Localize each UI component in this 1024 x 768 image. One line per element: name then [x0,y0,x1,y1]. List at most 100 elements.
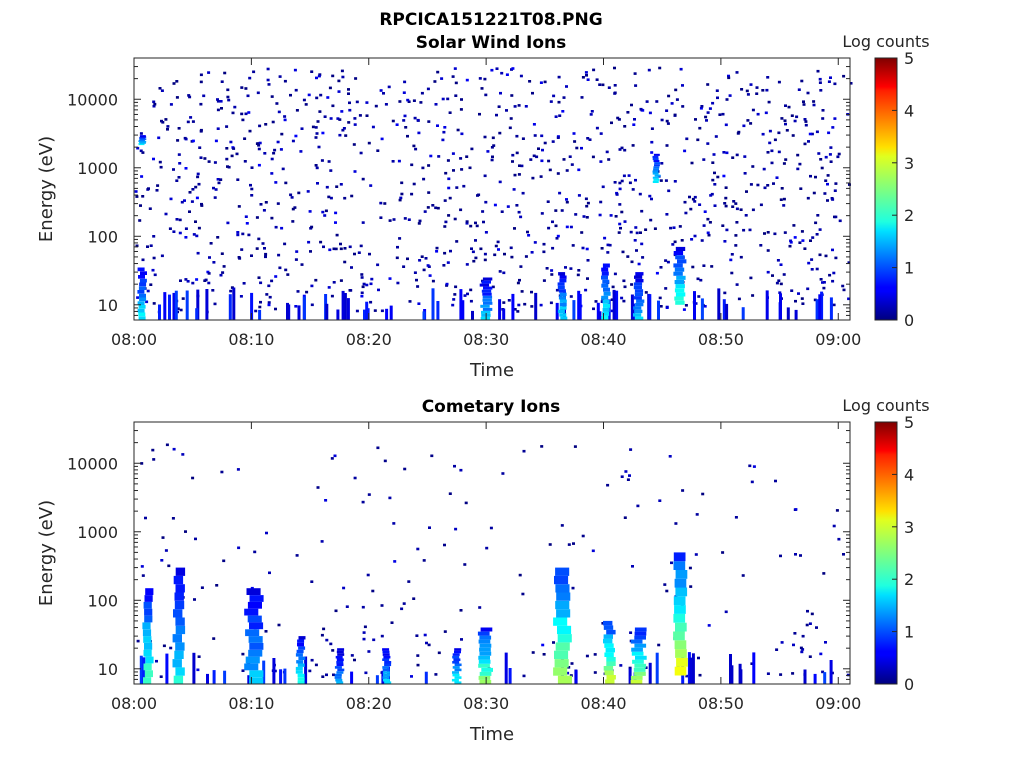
x-tick-label: 08:40 [580,694,626,713]
heatmap-cell [622,279,626,283]
heatmap-cell [635,302,644,307]
heatmap-cell [335,233,339,237]
heatmap-cell [498,180,502,184]
heatmap-cell [500,71,504,75]
heatmap-cell [483,174,487,178]
heatmap-cell [336,663,344,667]
heatmap-cell [151,268,155,272]
heatmap-cell [539,303,543,307]
heatmap-cell [847,261,851,264]
heatmap-cell [152,157,155,161]
heatmap-cell [165,653,169,684]
heatmap-cell [176,139,180,142]
heatmap-cell [474,239,477,242]
heatmap-cell [442,264,446,267]
heatmap-cell [824,155,828,159]
heatmap-cell [725,98,729,101]
heatmap-cell [509,246,513,250]
heatmap-cell [339,183,343,186]
heatmap-cell [564,266,567,269]
heatmap-cell [169,646,173,650]
heatmap-cell [569,267,573,270]
heatmap-cell [407,218,411,221]
heatmap-cell [735,153,739,157]
heatmap-cell [189,116,193,119]
heatmap-cell [139,135,146,137]
heatmap-cell [683,200,687,204]
heatmap-cell [241,232,245,236]
heatmap-cell [481,310,491,314]
heatmap-cell [407,100,411,103]
heatmap-cell [175,218,179,221]
heatmap-cell [283,115,287,118]
heatmap-cell [704,115,708,119]
heatmap-cell [270,172,274,175]
heatmap-cell [482,220,485,224]
heatmap-cell [328,86,332,90]
heatmap-cell [630,294,634,320]
heatmap-cell [286,302,289,320]
heatmap-cell [842,553,845,556]
heatmap-cell [799,646,803,650]
heatmap-cell [253,550,257,554]
heatmap-cell [402,119,406,122]
heatmap-cell [714,135,718,138]
heatmap-cell [160,254,164,258]
heatmap-cell [489,526,493,530]
heatmap-cell [431,204,435,207]
heatmap-cell [689,657,693,684]
heatmap-cell [557,285,565,290]
heatmap-cell [581,76,585,79]
heatmap-cell [842,74,846,78]
heatmap-cell [815,299,819,320]
heatmap-cell [142,629,152,637]
heatmap-cell [688,566,692,570]
heatmap-cell [380,309,384,313]
heatmap-cell [368,252,371,256]
heatmap-cell [837,152,841,156]
heatmap-cell [543,141,547,145]
heatmap-cell [794,553,797,556]
heatmap-cell [245,629,260,637]
heatmap-cell [141,151,145,154]
heatmap-cell [751,294,755,297]
heatmap-cell [792,643,795,647]
heatmap-cell [793,632,797,635]
heatmap-cell [505,73,509,76]
heatmap-cell [698,203,702,206]
heatmap-cell [360,273,364,276]
heatmap-cell [437,651,441,655]
heatmap-cell [703,305,707,308]
heatmap-cell [542,653,546,656]
heatmap-cell [427,120,431,123]
heatmap-cell [184,530,187,533]
heatmap-cell [155,189,159,192]
heatmap-cell [524,255,528,258]
heatmap-cell [618,187,622,191]
heatmap-cell [191,188,195,191]
heatmap-cell [348,245,352,249]
heatmap-cell [277,623,281,627]
heatmap-cell [322,627,326,631]
heatmap-cell [620,179,624,183]
heatmap-cell [264,630,268,633]
heatmap-cell [188,210,191,213]
heatmap-cell [623,220,627,223]
heatmap-cell [515,204,519,207]
heatmap-cell [396,245,399,249]
heatmap-cell [565,169,569,172]
heatmap-cell [801,239,805,242]
colorbar [874,421,898,685]
heatmap-cell [184,278,188,281]
x-tick-label: 08:00 [111,330,157,349]
heatmap-cell [711,161,715,164]
heatmap-cell [168,294,171,320]
heatmap-cell [833,117,837,120]
heatmap-cell [141,195,145,198]
heatmap-cell [709,194,713,197]
heatmap-cell [166,128,169,131]
heatmap-cell [316,182,319,185]
heatmap-cell [332,247,336,251]
heatmap-cell [315,76,318,80]
heatmap-cell [369,184,373,187]
